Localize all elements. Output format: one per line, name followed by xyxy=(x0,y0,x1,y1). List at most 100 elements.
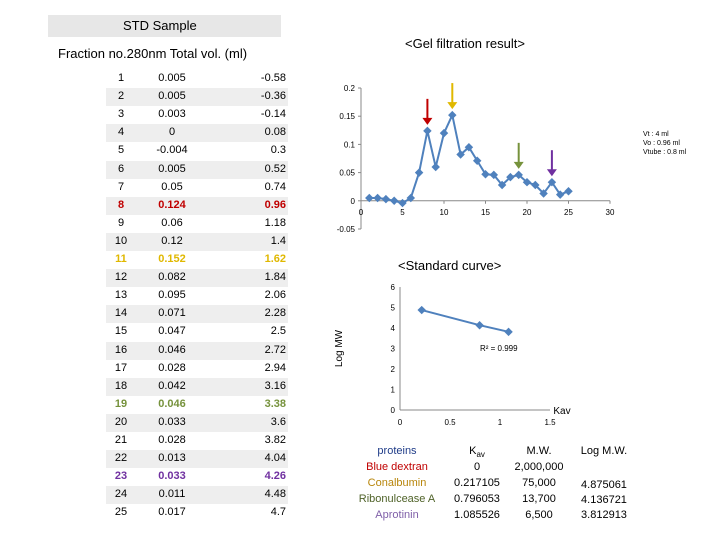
arrow-head xyxy=(546,169,557,177)
x-tick-label: 0 xyxy=(398,418,403,427)
absorbance-cell: 0.046 xyxy=(158,397,186,410)
data-point xyxy=(464,142,474,152)
volume-cell: 1.4 xyxy=(270,234,286,247)
absorbance-cell: 0.047 xyxy=(158,325,186,338)
fraction-cell: 8 xyxy=(117,198,125,211)
x-tick-label: 10 xyxy=(440,208,449,217)
x-tick-label: 5 xyxy=(400,208,405,217)
mw-value: 2,000,000 xyxy=(514,461,564,473)
volume-cell: 2.94 xyxy=(264,361,286,374)
volume-cell: 0.52 xyxy=(264,162,286,175)
x-tick-label: 0.5 xyxy=(444,418,456,427)
absorbance-cell: 0.017 xyxy=(158,506,186,519)
kav-value: 0.796053 xyxy=(454,493,500,505)
fraction-cell: 9 xyxy=(117,216,125,229)
table-row: 2 0.005 -0.36 xyxy=(106,88,288,107)
volume-cell: 3.82 xyxy=(264,434,286,446)
table-row: 16 0.046 2.72 xyxy=(106,341,288,360)
fraction-cell: 13 xyxy=(114,289,128,302)
volume-cell: -0.14 xyxy=(260,108,286,121)
data-point xyxy=(381,194,391,204)
fraction-cell: 16 xyxy=(114,343,128,356)
fraction-cell: 22 xyxy=(114,452,128,465)
protein-name: Blue dextran xyxy=(366,461,428,473)
absorbance-cell: 0.095 xyxy=(158,289,186,302)
table-row: 9 0.06 1.18 xyxy=(106,215,288,233)
y-tick-label: 1 xyxy=(391,386,396,395)
volume-cell: 1.84 xyxy=(264,271,286,284)
volume-cell: 4.48 xyxy=(264,488,286,501)
data-point xyxy=(439,128,449,138)
header-mw: M.W. xyxy=(526,445,552,457)
fraction-cell: 12 xyxy=(114,271,128,284)
table-row: 18 0.042 3.16 xyxy=(106,377,288,396)
absorbance-cell: 0.12 xyxy=(161,234,183,247)
note-vt: Vt : 4 ml xyxy=(643,131,669,138)
y-tick-label: 0.2 xyxy=(344,84,356,93)
data-point xyxy=(547,177,557,187)
standards-table: proteins Kav M.W. Log M.W. Blue dextran 0 2,00… xyxy=(352,445,642,525)
y-tick-label: 0.15 xyxy=(339,112,355,121)
table-row: 23 0.033 4.26 xyxy=(106,468,288,486)
title-box xyxy=(48,15,281,37)
x-tick-label: 30 xyxy=(606,208,615,217)
table-row: 10 0.12 1.4 xyxy=(106,232,288,251)
table-row: 11 0.152 1.62 xyxy=(106,251,288,269)
arrow-head xyxy=(447,102,458,110)
data-point xyxy=(489,170,499,180)
gel-chart-title: <Gel filtration result> xyxy=(405,36,525,51)
y-tick-label: -0.05 xyxy=(337,225,356,234)
data-point xyxy=(417,305,426,315)
y-tick-label: 5 xyxy=(391,304,396,313)
absorbance-cell: 0 xyxy=(168,126,176,139)
arrow-head xyxy=(422,117,433,125)
x-tick-label: 20 xyxy=(523,208,532,217)
absorbance-cell: 0.05 xyxy=(161,180,183,193)
volume-cell: 0.74 xyxy=(264,180,286,193)
y-tick-label: 0 xyxy=(351,197,356,206)
volume-cell: 1.18 xyxy=(264,216,286,229)
table-row: 8 0.124 0.96 xyxy=(106,196,288,215)
data-point xyxy=(398,198,407,208)
volume-cell: 3.16 xyxy=(264,379,286,392)
volume-cell: 2.5 xyxy=(270,325,286,338)
data-point xyxy=(475,320,484,330)
x-tick-label: 1.5 xyxy=(544,418,556,427)
standard-curve-title: <Standard curve> xyxy=(398,258,502,273)
data-point xyxy=(539,189,548,198)
absorbance-cell: 0.011 xyxy=(158,488,186,501)
table-row: 15 0.047 2.5 xyxy=(106,323,288,341)
note-vtube: Vtube : 0.8 ml xyxy=(643,149,687,156)
peak-arrow-purple xyxy=(546,150,557,177)
volume-cell: 3.38 xyxy=(264,397,286,410)
peak-arrow-yellow xyxy=(447,83,458,110)
absorbance-cell: 0.033 xyxy=(158,470,186,483)
table-row: 4 0 0.08 xyxy=(106,124,288,143)
protein-name: Conalbumin xyxy=(367,477,427,489)
table-row: 1 0.005 -0.58 xyxy=(106,70,288,88)
volume-cell: 4.04 xyxy=(264,452,286,465)
x-tick-label: 25 xyxy=(564,208,573,217)
protein-name: Aprotinin xyxy=(375,509,419,521)
volume-cell: 2.72 xyxy=(264,343,286,356)
absorbance-cell: 0.005 xyxy=(158,162,186,175)
fraction-cell: 25 xyxy=(114,506,128,519)
header-kav: Kav xyxy=(417,445,537,459)
peak-arrow-red xyxy=(422,98,433,125)
data-point xyxy=(389,196,399,206)
volume-cell: 2.06 xyxy=(264,289,286,302)
data-point xyxy=(448,110,457,120)
absorbance-cell: 0.005 xyxy=(158,72,186,84)
data-point xyxy=(423,126,432,136)
data-point xyxy=(472,156,482,165)
table-row: 22 0.013 4.04 xyxy=(106,450,288,469)
x-tick-label: 15 xyxy=(481,208,490,217)
fraction-cell: 11 xyxy=(115,253,127,265)
fraction-cell: 24 xyxy=(114,488,128,501)
series-line xyxy=(421,309,509,333)
data-point xyxy=(431,162,440,172)
fraction-cell: 15 xyxy=(114,325,128,338)
volume-cell: 1.62 xyxy=(264,253,286,265)
table-row: 24 0.011 4.48 xyxy=(106,486,288,505)
